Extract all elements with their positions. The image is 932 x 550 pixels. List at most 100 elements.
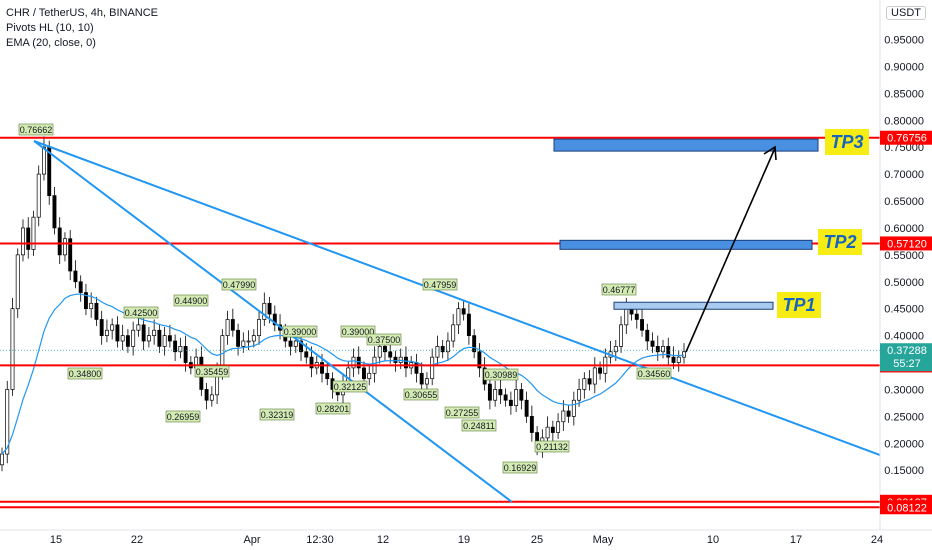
current-price-label: 0.37288 bbox=[887, 345, 927, 357]
pivot-label-bg bbox=[461, 419, 497, 432]
candle-body bbox=[456, 308, 461, 326]
candle-body bbox=[466, 313, 471, 336]
candle-body bbox=[5, 389, 10, 455]
candle-body bbox=[351, 356, 356, 369]
pivot-label: 0.37500 bbox=[368, 335, 401, 345]
pivot-label-bg bbox=[259, 408, 295, 421]
pivot-label: 0.34560 bbox=[638, 369, 671, 379]
pivot-label: 0.26959 bbox=[167, 412, 200, 422]
pivot-label-bg bbox=[194, 365, 230, 378]
price-tick-label: 0.60000 bbox=[884, 223, 924, 235]
target-label-bg bbox=[825, 129, 869, 155]
pivot-label: 0.39000 bbox=[284, 327, 317, 337]
pivot-label: 0.30989 bbox=[485, 370, 518, 380]
currency-button[interactable]: USDT bbox=[886, 6, 926, 20]
candle-body bbox=[246, 340, 251, 343]
price-tick-label: 0.75000 bbox=[884, 142, 924, 154]
pivot-labels: 0.76662 0.42500 0.34800 0.44900 0.35459 0.269… bbox=[18, 123, 672, 474]
candle-body bbox=[236, 329, 241, 347]
candle-body bbox=[42, 146, 46, 175]
pivot-label-bg bbox=[422, 278, 458, 291]
target-zone-box bbox=[553, 138, 819, 152]
pivot-label-bg bbox=[483, 368, 519, 381]
pivot-label-bg bbox=[403, 388, 439, 401]
candle-body bbox=[83, 292, 88, 310]
candle-body bbox=[57, 227, 62, 256]
pivot-label: 0.30655 bbox=[405, 390, 438, 400]
candle-body bbox=[115, 324, 120, 342]
candle-body bbox=[152, 329, 157, 336]
candle-body bbox=[529, 416, 534, 433]
target-label: TP3 bbox=[830, 132, 863, 152]
candle-body bbox=[209, 394, 214, 401]
pivot-label: 0.34800 bbox=[69, 369, 102, 379]
candle-body bbox=[545, 426, 550, 439]
pivot-label-bg bbox=[340, 325, 376, 338]
candle-body bbox=[257, 319, 262, 336]
candle-body bbox=[440, 346, 445, 353]
candle-body bbox=[388, 351, 393, 358]
candle-body bbox=[110, 324, 115, 331]
pivot-label-bg bbox=[67, 367, 103, 380]
candle-body bbox=[63, 238, 67, 256]
candle-body bbox=[613, 346, 618, 353]
candle-body bbox=[73, 270, 78, 283]
target-label: TP1 bbox=[782, 295, 815, 315]
candle-body bbox=[566, 410, 571, 417]
candle-body bbox=[293, 340, 298, 347]
pivot-label-bg bbox=[315, 402, 351, 415]
candle-body bbox=[272, 313, 277, 326]
time-tick-label: May bbox=[593, 534, 614, 546]
candle-body bbox=[104, 329, 109, 336]
candle-body bbox=[393, 356, 398, 363]
pivot-label: 0.35459 bbox=[196, 367, 229, 377]
candle-body bbox=[173, 340, 178, 353]
price-tick-label: 0.90000 bbox=[884, 61, 924, 73]
candle-body bbox=[592, 367, 597, 385]
candle-body bbox=[445, 340, 450, 353]
candle-body bbox=[519, 389, 524, 401]
candle-body bbox=[655, 346, 660, 353]
pivot-label-bg bbox=[221, 278, 257, 291]
candle-body bbox=[162, 335, 167, 347]
price-level-badge bbox=[880, 500, 932, 515]
candle-body bbox=[288, 340, 293, 347]
candle-body bbox=[556, 421, 561, 433]
ema-line bbox=[1, 293, 685, 455]
candle-body bbox=[671, 356, 676, 363]
candle-body bbox=[650, 340, 655, 347]
price-axis: 0.95000 0.90000 0.85000 0.80000 0.75000 0.700… bbox=[879, 0, 932, 550]
candle-body bbox=[477, 351, 482, 369]
candle-body bbox=[550, 426, 555, 433]
target-boxes: TP1 TP2 TP3 bbox=[553, 129, 869, 353]
candle-body bbox=[587, 378, 592, 385]
candle-body bbox=[419, 372, 424, 385]
trendline-upper bbox=[33, 140, 881, 456]
price-tick-label: 0.15000 bbox=[884, 465, 924, 477]
pivot-label-bg bbox=[366, 333, 402, 346]
candle-body bbox=[461, 308, 466, 315]
pivot-label: 0.44900 bbox=[175, 296, 208, 306]
candle-body bbox=[120, 335, 125, 342]
price-tick-label: 0.30000 bbox=[884, 384, 924, 396]
pivot-label: 0.16929 bbox=[504, 463, 537, 473]
candle-body bbox=[493, 389, 498, 401]
candle-body bbox=[10, 308, 15, 390]
candlestick-series bbox=[0, 136, 686, 472]
candle-body bbox=[26, 227, 31, 250]
pivot-label-bg bbox=[123, 306, 159, 319]
projection-arrow-head bbox=[763, 145, 777, 161]
indicator-ema-label[interactable]: EMA (20, close, 0) bbox=[6, 37, 96, 49]
indicator-pivots-label[interactable]: Pivots HL (10, 10) bbox=[6, 22, 94, 34]
pivot-label: 0.76662 bbox=[20, 125, 53, 135]
candle-body bbox=[262, 302, 267, 320]
pivot-label: 0.21132 bbox=[536, 442, 568, 452]
candle-body bbox=[661, 346, 665, 353]
candle-body bbox=[157, 329, 162, 347]
price-tick-label: 0.70000 bbox=[884, 169, 924, 181]
candle-body bbox=[577, 389, 582, 401]
time-tick-label: 19 bbox=[458, 534, 470, 546]
candle-body bbox=[299, 340, 303, 353]
candle-body bbox=[131, 329, 136, 347]
